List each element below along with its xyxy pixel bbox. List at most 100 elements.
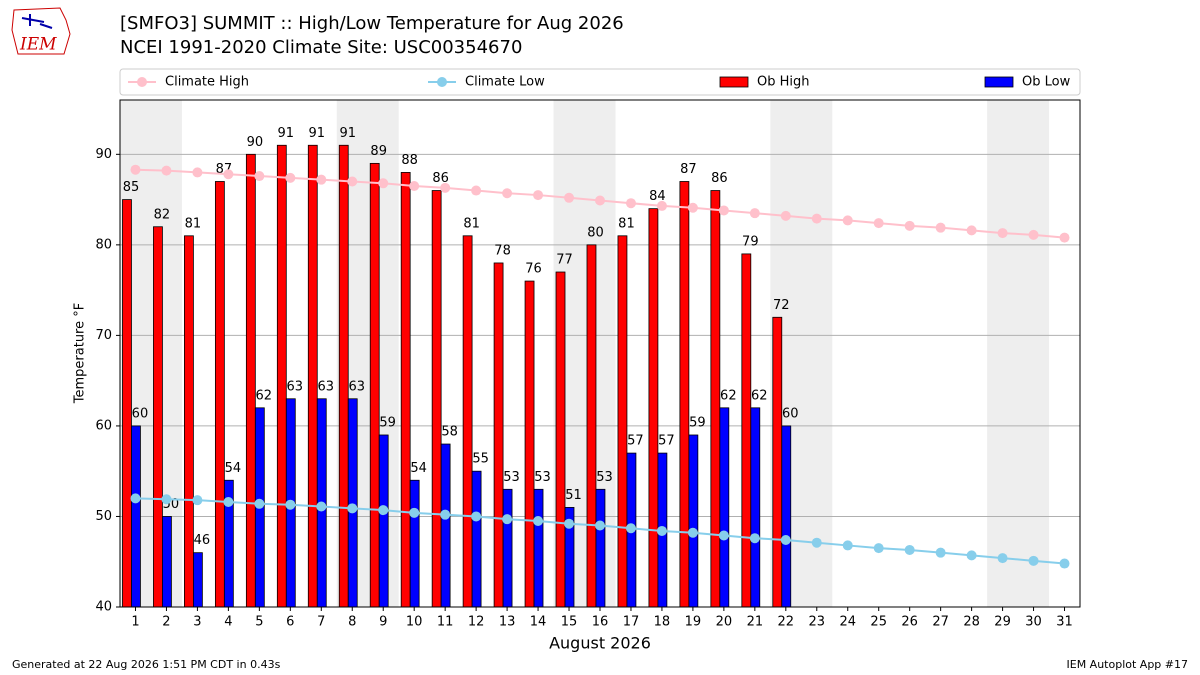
footer-right: IEM Autoplot App #17 bbox=[1067, 658, 1189, 671]
data-label: 76 bbox=[525, 262, 542, 277]
bar bbox=[502, 488, 513, 608]
line-marker bbox=[1028, 229, 1039, 240]
line-marker bbox=[347, 176, 358, 187]
line-marker bbox=[471, 185, 482, 196]
x-tick-label: 1 bbox=[131, 615, 139, 630]
line-marker bbox=[749, 533, 760, 544]
x-tick-label: 6 bbox=[286, 615, 294, 630]
bar bbox=[440, 443, 451, 608]
chart-subtitle: NCEI 1991-2020 Climate Site: USC00354670 bbox=[120, 37, 522, 58]
x-tick-label: 27 bbox=[932, 615, 949, 630]
line-marker bbox=[409, 507, 420, 518]
bar bbox=[409, 479, 420, 608]
y-tick-label: 90 bbox=[95, 147, 112, 162]
logo-outline bbox=[11, 7, 71, 55]
bar bbox=[462, 235, 473, 608]
bar bbox=[276, 144, 287, 608]
line-marker bbox=[130, 493, 141, 504]
data-label: 78 bbox=[494, 243, 511, 258]
line-marker bbox=[749, 208, 760, 219]
chart-title: [SMFO3] SUMMIT :: High/Low Temperature f… bbox=[120, 13, 624, 34]
line-marker bbox=[904, 544, 915, 555]
line-marker bbox=[873, 543, 884, 554]
data-label: 81 bbox=[618, 216, 635, 231]
line-marker bbox=[440, 509, 451, 520]
line-marker bbox=[254, 171, 265, 182]
x-tick-label: 5 bbox=[255, 615, 263, 630]
bar bbox=[586, 244, 597, 608]
x-tick-label: 30 bbox=[1025, 615, 1042, 630]
bar bbox=[648, 208, 659, 608]
x-tick-label: 7 bbox=[317, 615, 325, 630]
y-tick-label: 40 bbox=[95, 600, 112, 615]
logo-icon bbox=[21, 14, 53, 29]
data-label: 57 bbox=[627, 434, 644, 449]
data-label: 86 bbox=[432, 171, 449, 186]
line-marker bbox=[966, 225, 977, 236]
line-marker bbox=[718, 530, 729, 541]
x-tick-label: 18 bbox=[654, 615, 671, 630]
x-tick-label: 31 bbox=[1056, 615, 1073, 630]
line-marker bbox=[842, 215, 853, 226]
data-label: 77 bbox=[556, 253, 573, 268]
data-label: 81 bbox=[463, 216, 480, 231]
data-label: 62 bbox=[256, 388, 273, 403]
data-label: 63 bbox=[348, 379, 365, 394]
bar bbox=[679, 181, 690, 608]
line-marker bbox=[1059, 232, 1070, 243]
bar bbox=[431, 190, 442, 608]
line-marker bbox=[625, 198, 636, 209]
line-marker bbox=[656, 525, 667, 536]
y-axis-label: Temperature °F bbox=[73, 303, 88, 404]
data-label: 72 bbox=[773, 298, 790, 313]
line-marker bbox=[440, 182, 451, 193]
line-marker bbox=[161, 165, 172, 176]
line-marker bbox=[687, 202, 698, 213]
line-marker bbox=[285, 499, 296, 510]
bar bbox=[595, 488, 606, 608]
bar bbox=[772, 316, 783, 608]
data-label: 91 bbox=[339, 126, 356, 141]
data-label: 79 bbox=[742, 234, 759, 249]
y-tick-label: 80 bbox=[95, 237, 112, 252]
bar bbox=[719, 407, 730, 608]
x-tick-label: 9 bbox=[379, 615, 387, 630]
data-label: 63 bbox=[317, 379, 334, 394]
x-tick-label: 22 bbox=[778, 615, 795, 630]
legend-swatch bbox=[719, 76, 749, 88]
bar bbox=[307, 144, 318, 608]
x-tick-label: 12 bbox=[468, 615, 485, 630]
bar bbox=[555, 271, 566, 608]
x-axis-label: August 2026 bbox=[549, 634, 651, 653]
data-label: 88 bbox=[401, 153, 418, 168]
legend-marker bbox=[437, 77, 447, 87]
bar bbox=[493, 262, 504, 608]
x-tick-label: 25 bbox=[870, 615, 887, 630]
line-marker bbox=[502, 514, 513, 525]
line-marker bbox=[192, 167, 203, 178]
line-marker bbox=[718, 205, 729, 216]
line-marker bbox=[780, 210, 791, 221]
data-label: 63 bbox=[287, 379, 304, 394]
line-marker bbox=[223, 496, 234, 507]
data-label: 60 bbox=[782, 406, 799, 421]
line-marker bbox=[935, 547, 946, 558]
legend-label: Ob Low bbox=[1022, 75, 1071, 90]
bar bbox=[750, 407, 761, 608]
data-label: 82 bbox=[154, 207, 171, 222]
x-tick-label: 29 bbox=[994, 615, 1011, 630]
bar bbox=[214, 181, 225, 608]
data-label: 84 bbox=[649, 189, 666, 204]
x-tick-label: 28 bbox=[963, 615, 980, 630]
line-marker bbox=[997, 553, 1008, 564]
line-marker bbox=[997, 228, 1008, 239]
line-marker bbox=[378, 505, 389, 516]
legend-label: Climate High bbox=[165, 75, 249, 90]
x-tick-label: 24 bbox=[839, 615, 856, 630]
line-marker bbox=[842, 540, 853, 551]
line-marker bbox=[316, 174, 327, 185]
bar bbox=[184, 235, 194, 608]
line-marker bbox=[564, 192, 575, 203]
line-marker bbox=[502, 188, 513, 199]
